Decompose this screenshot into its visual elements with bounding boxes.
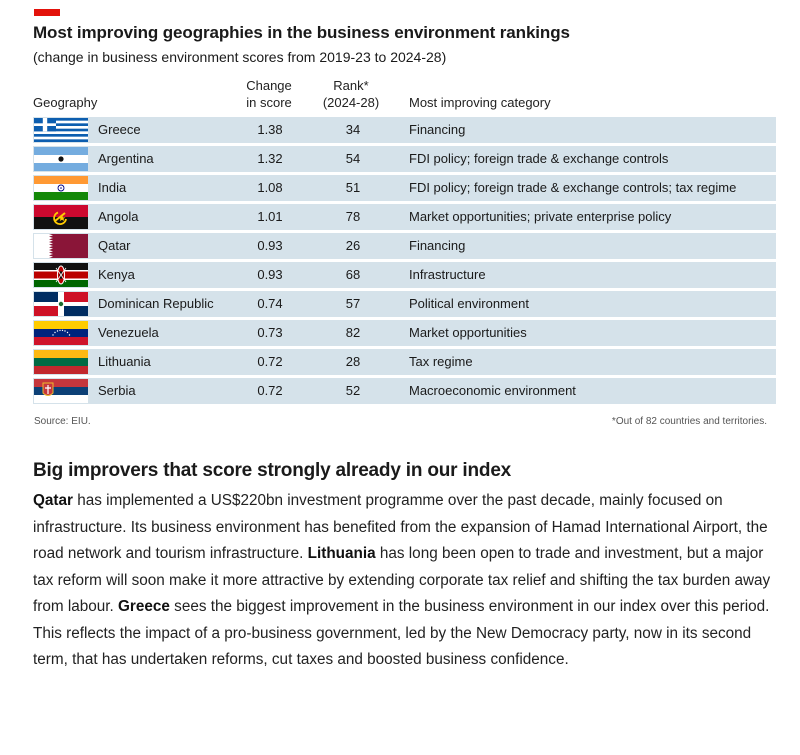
footnote: *Out of 82 countries and territories. [611,416,767,427]
page-title: Most improving geographies in the busine… [33,23,570,42]
rank-cell: 28 [345,354,361,369]
rank-cell: 78 [345,209,361,224]
change-cell: 1.32 [257,151,283,166]
article-heading: Big improvers that score strongly alread… [33,460,512,481]
rank-cell: 54 [345,151,361,166]
kenya-flag-icon [34,263,88,287]
table-row: Lithuania 0.72 28 Tax regime [33,349,776,375]
rank-cell: 82 [345,325,361,340]
change-cell: 0.72 [257,383,283,398]
change-cell: 1.08 [257,180,283,195]
col-header-change: Change in score [246,78,292,110]
table-row: Angola 1.01 78 Market opportunities; privat… [33,204,776,230]
category-cell: Market opportunities; private enterprise… [409,209,672,224]
category-cell: Market opportunities [409,325,527,340]
table-row: India 1.08 51 FDI policy; foreign trade & e… [33,175,776,201]
serbia-flag-icon [34,379,88,403]
greece-flag-icon [34,118,88,142]
geography-cell: Greece [98,122,141,137]
rank-cell: 68 [345,267,361,282]
change-cell: 0.93 [257,267,283,282]
change-cell: 1.38 [257,122,283,137]
col-header-category: Most improving category [409,95,551,110]
qatar-flag-icon [34,234,88,258]
geography-cell: Dominican Republic [98,296,214,311]
argentina-flag-icon [34,147,88,171]
change-cell: 1.01 [257,209,283,224]
lithuania-flag-icon [34,350,88,374]
change-cell: 0.72 [257,354,283,369]
table-row: Argentina 1.32 54 FDI policy; foreign trade… [33,146,776,172]
category-cell: Financing [409,238,466,253]
category-cell: Political environment [409,296,529,311]
category-cell: Financing [409,122,466,137]
category-cell: Infrastructure [409,267,486,282]
table-row: Venezuela 0.73 82 Market opportunities [33,320,776,346]
geography-cell: Lithuania [98,354,151,369]
geography-cell: India [98,180,127,195]
geography-cell: Qatar [98,238,131,253]
geography-cell: Angola [98,209,139,224]
rank-cell: 34 [345,122,361,137]
change-cell: 0.73 [257,325,283,340]
table-row: Greece 1.38 34 Financing [33,117,776,143]
rank-cell: 52 [345,383,361,398]
accent-bar [34,9,60,16]
geography-cell: Serbia [98,383,136,398]
table-row: Serbia 0.72 52 Macroeconomic environment [33,378,776,404]
rankings-table: Greece 1.38 34 Financing Argentina 1.32 54 FDI … [33,117,776,407]
country-name-greece: Greece [118,598,170,615]
article-body: Qatar has implemented a US$220bn investm… [33,492,771,668]
page-subtitle: (change in business environment scores f… [33,49,447,65]
geography-cell: Kenya [98,267,135,282]
geography-cell: Venezuela [98,325,159,340]
country-name-lithuania: Lithuania [307,545,376,562]
category-cell: FDI policy; foreign trade & exchange con… [409,151,669,166]
category-cell: Tax regime [409,354,473,369]
category-cell: Macroeconomic environment [409,383,576,398]
col-header-geography: Geography [33,95,98,110]
angola-flag-icon [34,205,88,229]
category-cell: FDI policy; foreign trade & exchange con… [409,180,737,195]
table-row: Qatar 0.93 26 Financing [33,233,776,259]
change-cell: 0.93 [257,238,283,253]
india-flag-icon [34,176,88,200]
change-cell: 0.74 [257,296,283,311]
rank-cell: 26 [345,238,361,253]
table-row: Dominican Republic 0.74 57 Political enviro… [33,291,776,317]
geography-cell: Argentina [98,151,154,166]
dominican-republic-flag-icon [34,292,88,316]
table-row: Kenya 0.93 68 Infrastructure [33,262,776,288]
source-note: Source: EIU. [34,416,91,427]
country-name-qatar: Qatar [33,492,73,509]
rank-cell: 57 [345,296,361,311]
col-header-rank: Rank* (2024-28) [322,78,380,110]
rank-cell: 51 [345,180,361,195]
venezuela-flag-icon [34,321,88,345]
